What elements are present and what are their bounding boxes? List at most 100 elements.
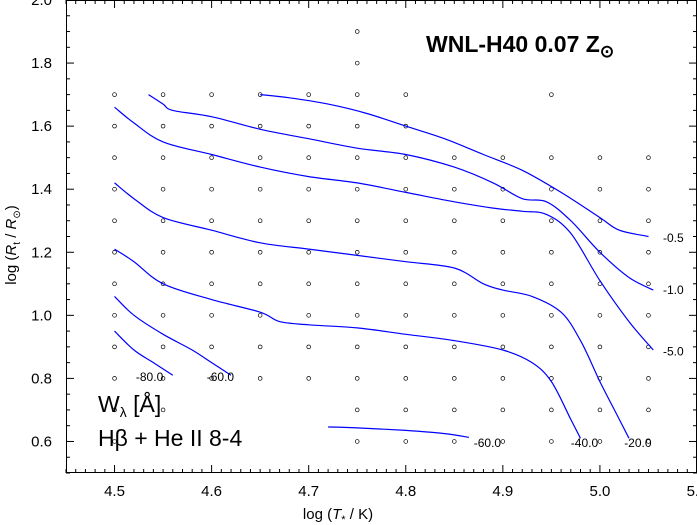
model-point bbox=[646, 281, 651, 287]
model-point bbox=[112, 439, 117, 444]
model-point bbox=[209, 281, 214, 287]
model-point bbox=[500, 376, 506, 381]
contour-line bbox=[328, 426, 470, 438]
model-point bbox=[500, 281, 506, 287]
model-point bbox=[112, 407, 117, 413]
contour-line bbox=[114, 106, 654, 351]
model-point bbox=[160, 376, 166, 381]
model-point bbox=[354, 407, 360, 413]
model-point bbox=[160, 218, 166, 223]
model-point bbox=[646, 218, 651, 223]
model-point bbox=[257, 123, 263, 129]
model-point bbox=[354, 376, 360, 381]
model-point bbox=[646, 155, 651, 160]
contour-label: -60.0 bbox=[474, 436, 502, 450]
model-point bbox=[549, 186, 554, 192]
model-point bbox=[257, 344, 263, 350]
model-point bbox=[452, 155, 457, 160]
model-point bbox=[112, 344, 117, 350]
model-point bbox=[597, 407, 603, 413]
model-point bbox=[549, 250, 554, 255]
model-point bbox=[597, 439, 603, 444]
model-point bbox=[403, 92, 409, 97]
contour-line bbox=[114, 295, 232, 376]
model-point bbox=[306, 123, 311, 129]
model-point bbox=[597, 344, 603, 350]
model-point bbox=[500, 344, 506, 350]
contour-line bbox=[260, 94, 649, 238]
model-point bbox=[452, 186, 457, 192]
model-point bbox=[452, 313, 457, 318]
model-point bbox=[257, 186, 263, 192]
model-point bbox=[209, 218, 214, 223]
model-point bbox=[160, 407, 166, 413]
model-point bbox=[403, 250, 409, 255]
x-tick-label: 4.5 bbox=[104, 483, 125, 500]
model-point bbox=[403, 439, 409, 444]
model-point bbox=[500, 407, 506, 413]
contour-line bbox=[114, 248, 582, 439]
model-point bbox=[452, 250, 457, 255]
x-tick-label: 4.7 bbox=[298, 483, 319, 500]
model-point bbox=[306, 281, 311, 287]
model-point bbox=[209, 344, 214, 350]
model-point bbox=[452, 376, 457, 381]
model-point bbox=[549, 407, 554, 413]
model-point bbox=[306, 376, 311, 381]
model-point bbox=[500, 155, 506, 160]
model-point bbox=[452, 439, 457, 444]
title-sun-symbol: ⊙ bbox=[600, 42, 614, 61]
model-point bbox=[646, 313, 651, 318]
model-point bbox=[403, 281, 409, 287]
x-axis-label: log (T* / K) bbox=[303, 506, 373, 525]
y-tick-label: 1.6 bbox=[31, 118, 52, 135]
model-point bbox=[646, 186, 651, 192]
model-point bbox=[403, 376, 409, 381]
contour-line bbox=[148, 94, 654, 291]
model-point bbox=[403, 344, 409, 350]
chart-title: WNL-H40 0.07 Z⊙ bbox=[426, 31, 614, 61]
model-point bbox=[452, 281, 457, 287]
model-point bbox=[112, 376, 117, 381]
model-point bbox=[209, 250, 214, 255]
contour-label: -80.0 bbox=[136, 370, 164, 384]
model-point bbox=[597, 186, 603, 192]
model-point bbox=[306, 313, 311, 318]
model-point bbox=[112, 92, 117, 97]
model-point bbox=[354, 218, 360, 223]
x-tick-label: 5.0 bbox=[589, 483, 610, 500]
model-point bbox=[257, 281, 263, 287]
model-point bbox=[209, 376, 214, 381]
y-tick-label: 0.6 bbox=[31, 433, 52, 450]
x-tick-label: 4.9 bbox=[492, 483, 513, 500]
contour-label: -0.5 bbox=[663, 231, 684, 245]
model-point bbox=[646, 250, 651, 255]
model-point bbox=[112, 123, 117, 129]
model-point bbox=[403, 186, 409, 192]
contour-line bbox=[114, 330, 174, 376]
model-point bbox=[403, 218, 409, 223]
model-point bbox=[354, 439, 360, 444]
model-point bbox=[354, 29, 360, 34]
model-point bbox=[112, 186, 117, 192]
model-point bbox=[646, 376, 651, 381]
model-point bbox=[597, 218, 603, 223]
model-point bbox=[549, 281, 554, 287]
model-point bbox=[549, 92, 554, 97]
y-tick-label: 1.8 bbox=[31, 55, 52, 72]
model-point bbox=[549, 439, 554, 444]
model-point bbox=[646, 407, 651, 413]
model-point bbox=[354, 92, 360, 97]
model-point bbox=[500, 313, 506, 318]
y-tick-label: 1.0 bbox=[31, 307, 52, 324]
model-point bbox=[354, 313, 360, 318]
contour-label: -60.0 bbox=[207, 370, 235, 384]
model-point bbox=[160, 344, 166, 350]
model-point bbox=[209, 123, 214, 129]
model-point bbox=[306, 92, 311, 97]
y-axis-label: log (Rt / R⊙) bbox=[3, 205, 23, 285]
model-point bbox=[597, 313, 603, 318]
contour-label: -1.0 bbox=[663, 283, 684, 297]
model-point bbox=[160, 313, 166, 318]
